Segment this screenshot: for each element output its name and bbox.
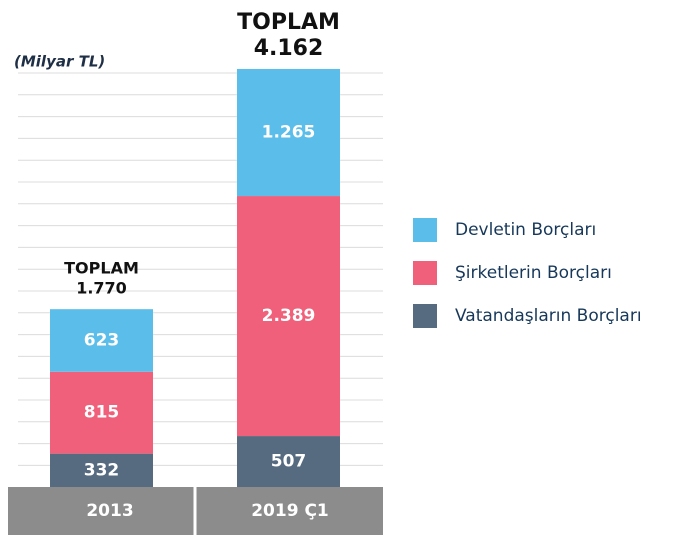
total-value: 4.162 [254, 36, 324, 61]
unit-label: (Milyar TL) [14, 53, 105, 71]
bar-segment [50, 453, 153, 487]
bar-segment [237, 68, 340, 197]
legend-label: Vatandaşların Borçları [455, 306, 642, 326]
value-label: 623 [84, 330, 120, 350]
total-title: TOPLAM [64, 259, 139, 278]
legend-label: Şirketlerin Borçları [455, 263, 612, 283]
legend-label: Devletin Borçları [455, 220, 596, 240]
bar-segment [50, 309, 153, 372]
value-label: 815 [84, 403, 120, 423]
x-tick-label: 2019 Ç1 [251, 501, 329, 521]
bar-segment [237, 436, 340, 487]
legend-swatch [413, 261, 437, 285]
value-label: 1.265 [262, 123, 316, 143]
bar-segment [237, 196, 340, 437]
value-label: 2.389 [262, 306, 316, 326]
legend-swatch [413, 218, 437, 242]
value-label: 332 [84, 460, 120, 480]
value-label: 507 [271, 452, 307, 472]
total-title: TOPLAM [237, 10, 340, 35]
total-value: 1.770 [76, 279, 127, 298]
x-tick-label: 2013 [86, 501, 133, 521]
bar-segment [50, 371, 153, 454]
legend-swatch [413, 304, 437, 328]
